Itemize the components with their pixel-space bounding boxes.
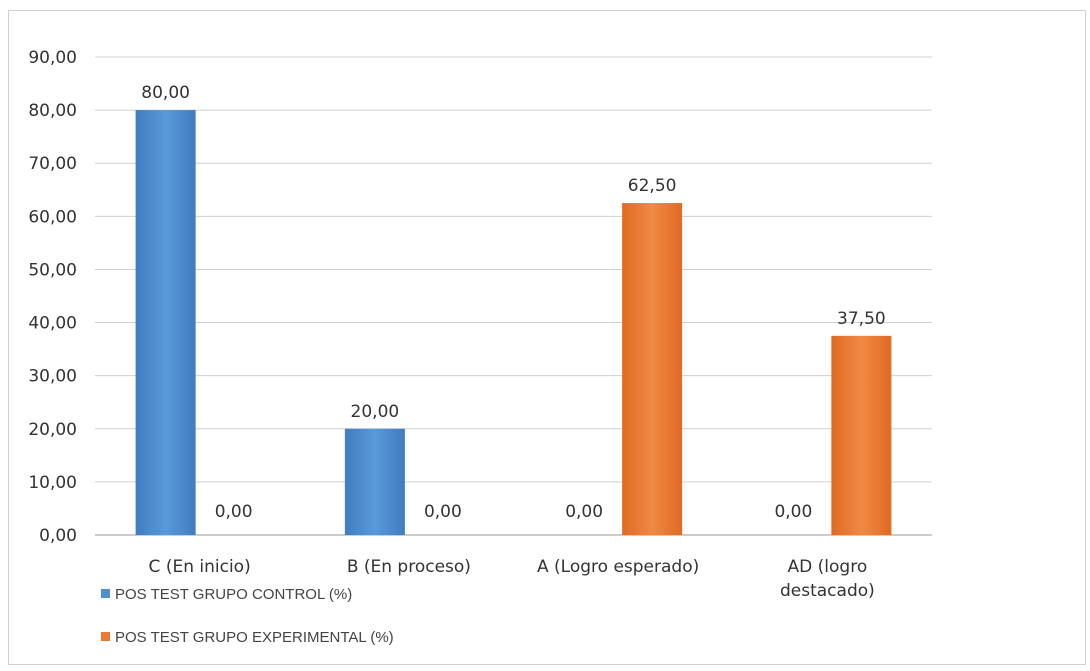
data-label: 80,00 <box>141 83 190 103</box>
y-tick-label: 40,00 <box>28 314 77 334</box>
bar-control <box>135 110 196 535</box>
x-tick-label: B (En proceso) <box>347 557 471 577</box>
data-label: 0,00 <box>424 502 462 522</box>
data-label: 37,50 <box>837 309 886 329</box>
y-tick-label: 0,00 <box>39 526 77 546</box>
x-tick-label: AD (logro <box>788 557 868 577</box>
bar-control <box>344 428 405 535</box>
legend-entry: POS TEST GRUPO EXPERIMENTAL (%) <box>115 629 394 646</box>
x-tick-label: destacado) <box>780 581 875 601</box>
y-tick-label: 20,00 <box>28 420 77 440</box>
y-tick-label: 10,00 <box>28 473 77 493</box>
y-tick-label: 80,00 <box>28 101 77 121</box>
bar-experimental <box>831 335 892 535</box>
y-tick-label: 50,00 <box>28 260 77 280</box>
bar-experimental <box>622 203 683 536</box>
data-label: 0,00 <box>565 502 603 522</box>
data-label: 0,00 <box>774 502 812 522</box>
legend-swatch <box>101 589 110 598</box>
x-tick-label: A (Logro esperado) <box>537 557 699 577</box>
data-label: 20,00 <box>351 402 400 422</box>
legend-swatch <box>101 632 110 641</box>
y-tick-label: 60,00 <box>28 207 77 227</box>
data-label: 62,50 <box>628 176 677 196</box>
x-tick-label: C (En inicio) <box>149 557 251 577</box>
data-label: 0,00 <box>215 502 253 522</box>
legend-entry: POS TEST GRUPO CONTROL (%) <box>115 586 352 603</box>
y-tick-label: 30,00 <box>28 367 77 387</box>
y-tick-label: 70,00 <box>28 154 77 174</box>
y-tick-label: 90,00 <box>28 48 77 68</box>
